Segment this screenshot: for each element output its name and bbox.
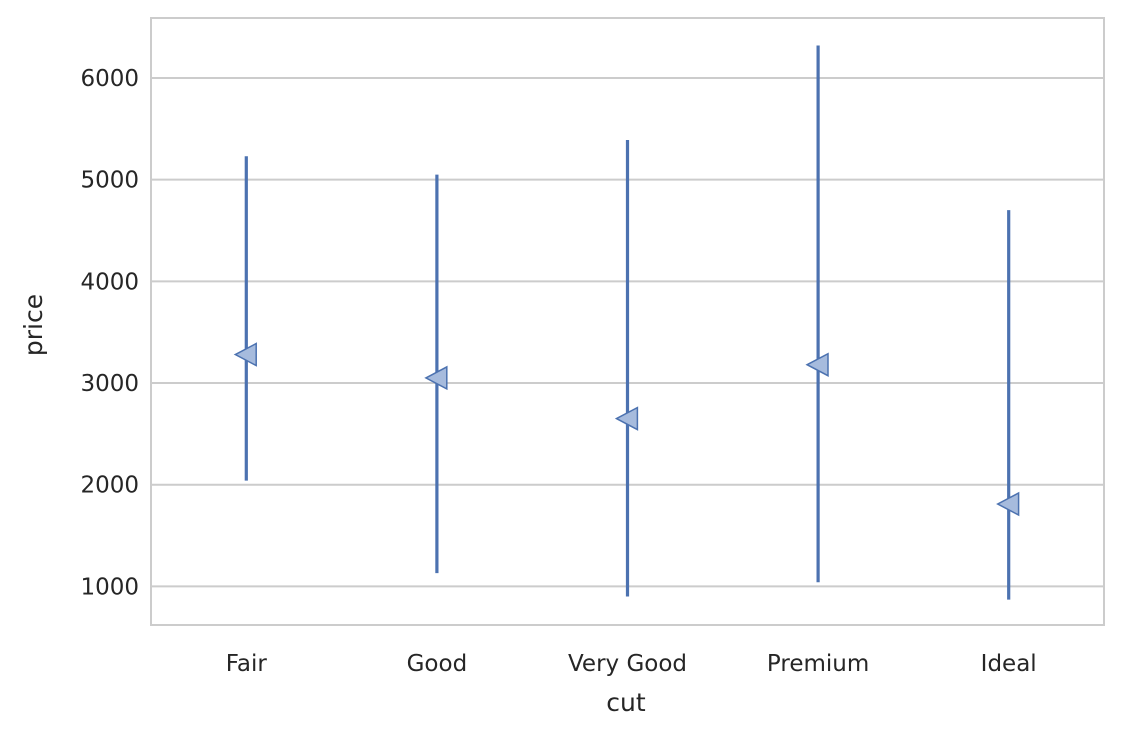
- y-tick-label: 3000: [80, 371, 139, 397]
- x-tick-label: Ideal: [981, 651, 1037, 677]
- plot-frame: [150, 17, 1105, 626]
- x-tick-label: Fair: [226, 651, 268, 677]
- data-marks: [233, 45, 1020, 600]
- point-marker: [614, 406, 639, 431]
- y-axis-label: price: [19, 294, 48, 356]
- y-tick-label: 5000: [80, 168, 139, 194]
- point-marker: [424, 365, 448, 391]
- x-tick-label: Very Good: [568, 651, 687, 677]
- x-axis-label: cut: [606, 688, 646, 717]
- y-tick-labels: 1000 2000 3000 4000 5000 6000: [80, 66, 139, 600]
- x-tick-label: Premium: [767, 651, 869, 677]
- y-tick-label: 4000: [80, 269, 139, 295]
- y-tick-label: 2000: [80, 473, 139, 499]
- y-tick-label: 1000: [80, 574, 139, 600]
- y-tick-label: 6000: [80, 66, 139, 92]
- x-tick-label: Good: [407, 651, 468, 677]
- point-marker: [996, 491, 1020, 517]
- x-tick-labels: Fair Good Very Good Premium Ideal: [226, 651, 1037, 677]
- point-marker: [233, 342, 257, 367]
- point-marker: [805, 352, 829, 377]
